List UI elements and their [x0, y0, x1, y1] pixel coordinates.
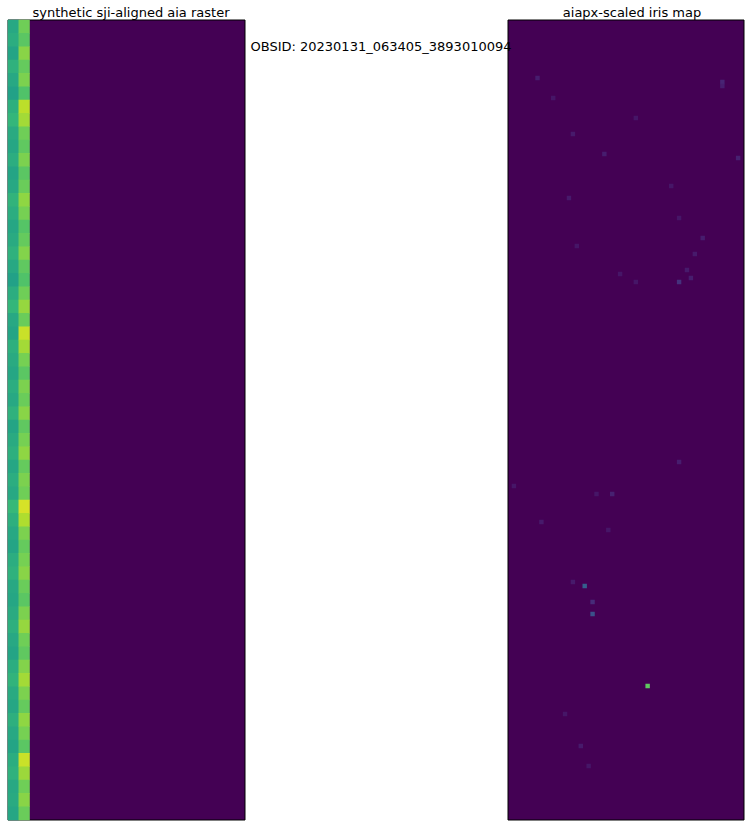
svg-text:synthetic sji-aligned aia rast: synthetic sji-aligned aia raster	[33, 5, 231, 20]
svg-text:OBSID: 20230131_063405_3893010: OBSID: 20230131_063405_3893010094	[250, 39, 511, 54]
svg-text:aiapx-scaled iris map: aiapx-scaled iris map	[563, 5, 701, 20]
